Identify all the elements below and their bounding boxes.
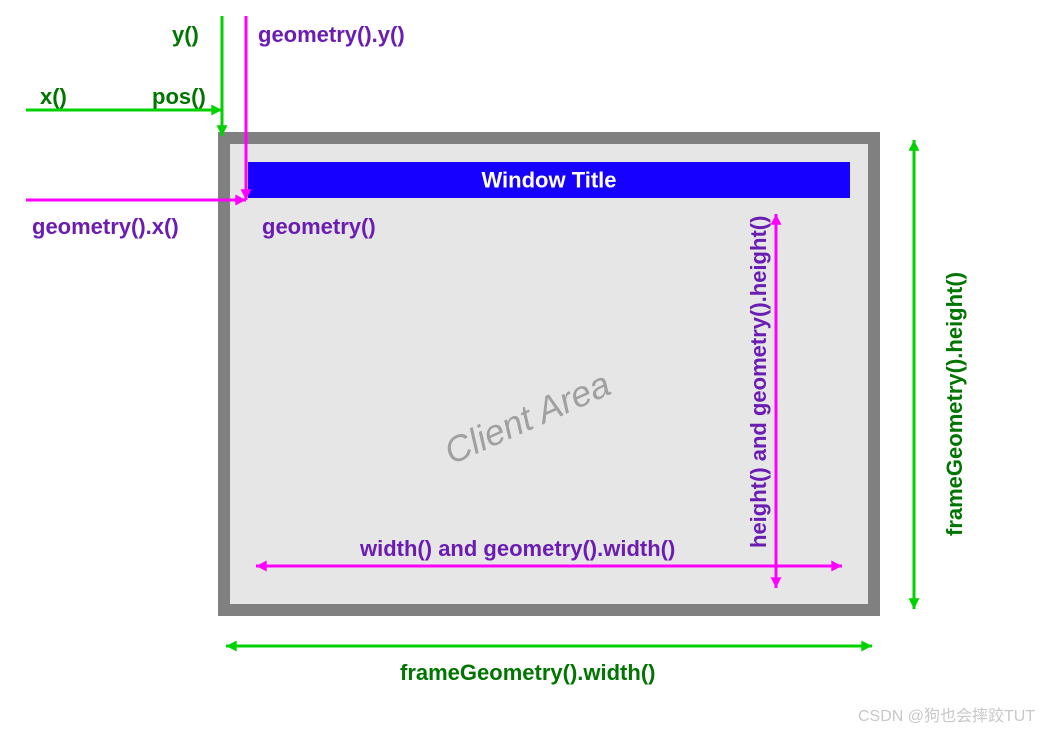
label-y_fn: y() (172, 22, 199, 48)
title-bar-text: Window Title (481, 168, 616, 193)
label-frame_height: frameGeometry().height() (942, 272, 968, 536)
arrow (909, 140, 920, 609)
label-width_inner: width() and geometry().width() (360, 536, 675, 562)
arrow (226, 641, 872, 652)
label-frame_width: frameGeometry().width() (400, 660, 655, 686)
label-geom_x: geometry().x() (32, 214, 179, 240)
label-geom: geometry() (262, 214, 376, 240)
label-pos_fn: pos() (152, 84, 206, 110)
label-x_fn: x() (40, 84, 67, 110)
label-geom_y: geometry().y() (258, 22, 405, 48)
arrow (26, 195, 246, 206)
label-height_inner: height() and geometry().height() (746, 216, 772, 548)
footer-watermark: CSDN @狗也会摔跤TUT (858, 702, 1035, 726)
arrow (217, 16, 228, 136)
